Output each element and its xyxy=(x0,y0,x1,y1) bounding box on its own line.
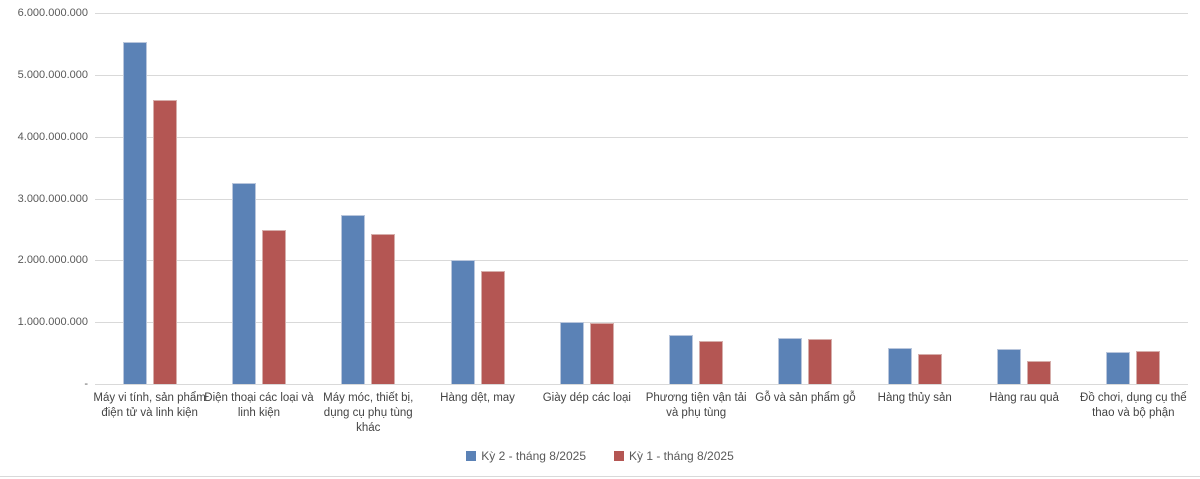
y-axis-tick-label: 4.000.000.000 xyxy=(17,130,88,143)
bottom-divider xyxy=(0,476,1200,477)
y-axis-tick-label: 1.000.000.000 xyxy=(17,316,88,329)
legend-item-ky1: Kỳ 1 - tháng 8/2025 xyxy=(614,449,734,463)
bar-series1-cat7 xyxy=(778,338,803,384)
gridline xyxy=(95,13,1188,14)
bar-series2-cat7 xyxy=(808,339,833,384)
bar-group-8 xyxy=(860,13,969,384)
category-label-10: Đồ chơi, dụng cụ thể thao và bộ phận xyxy=(1080,392,1187,419)
legend-swatch-series1-icon xyxy=(466,451,477,461)
gridline xyxy=(95,322,1188,324)
x-axis: Máy vi tính, sản phẩm điện tử và linh ki… xyxy=(93,391,1188,436)
bars-layer xyxy=(95,13,1188,384)
bar-series1-cat4 xyxy=(450,259,475,384)
gridline xyxy=(95,136,1188,138)
legend: Kỳ 2 - tháng 8/2025 Kỳ 1 - tháng 8/2025 xyxy=(0,449,1200,463)
category-label-9: Hàng rau quả xyxy=(989,392,1059,404)
category-label-7: Gỗ và sản phẩm gỗ xyxy=(755,392,856,404)
bar-series2-cat8 xyxy=(917,354,942,384)
bar-series1-cat10 xyxy=(1106,351,1131,384)
gridline xyxy=(95,198,1188,200)
bar-series1-cat8 xyxy=(887,347,912,384)
legend-label-ky1: Kỳ 1 - tháng 8/2025 xyxy=(629,449,734,463)
category-label-3: Máy móc, thiết bị, dụng cụ phụ tùng khác xyxy=(323,392,414,434)
category-label-8: Hàng thủy sản xyxy=(877,392,952,404)
bar-series2-cat3 xyxy=(371,233,396,384)
y-axis-tick-label: - xyxy=(84,378,88,390)
bar-series2-cat1 xyxy=(152,99,177,384)
category-label-5: Giày dép các loại xyxy=(542,392,631,404)
x-axis-line xyxy=(95,384,1188,385)
legend-label-ky2: Kỳ 2 - tháng 8/2025 xyxy=(481,449,586,463)
bar-group-5 xyxy=(532,13,641,384)
bar-series1-cat3 xyxy=(341,214,366,384)
gridline xyxy=(95,260,1188,262)
category-label-2: Điện thoại các loại và linh kiện xyxy=(204,392,314,419)
bar-group-10 xyxy=(1079,13,1188,384)
bar-group-1 xyxy=(95,13,204,384)
category-label-1: Máy vi tính, sản phẩm điện tử và linh ki… xyxy=(93,392,206,419)
bar-group-9 xyxy=(969,13,1078,384)
bar-series1-cat6 xyxy=(669,335,694,384)
bar-series2-cat10 xyxy=(1136,351,1161,384)
bar-group-2 xyxy=(204,13,313,384)
bar-series2-cat2 xyxy=(261,230,286,384)
bar-group-3 xyxy=(314,13,423,384)
y-axis-tick-label: 2.000.000.000 xyxy=(17,254,88,267)
y-axis-tick-label: 5.000.000.000 xyxy=(17,68,88,81)
plot-area xyxy=(95,13,1188,385)
bar-series2-cat5 xyxy=(589,323,614,384)
y-axis-tick-label: 6.000.000.000 xyxy=(17,7,88,19)
bar-group-4 xyxy=(423,13,532,384)
legend-item-ky2: Kỳ 2 - tháng 8/2025 xyxy=(466,449,586,463)
gridline xyxy=(95,74,1188,76)
bar-series2-cat9 xyxy=(1027,360,1052,384)
bar-series2-cat4 xyxy=(480,270,505,384)
bar-group-6 xyxy=(641,13,750,384)
bar-series1-cat1 xyxy=(122,42,147,384)
bar-series1-cat9 xyxy=(997,349,1022,384)
legend-swatch-series2-icon xyxy=(614,451,624,461)
y-axis: 6.000.000.000 5.000.000.000 4.000.000.000 3… xyxy=(0,7,88,390)
category-label-4: Hàng dệt, may xyxy=(440,392,515,404)
bar-series2-cat6 xyxy=(699,340,724,384)
bar-series1-cat5 xyxy=(559,321,584,384)
bar-series1-cat2 xyxy=(231,183,256,384)
category-label-6: Phương tiện vận tải và phụ tùng xyxy=(645,392,747,419)
bar-group-7 xyxy=(751,13,860,384)
y-axis-tick-label: 3.000.000.000 xyxy=(17,192,88,205)
